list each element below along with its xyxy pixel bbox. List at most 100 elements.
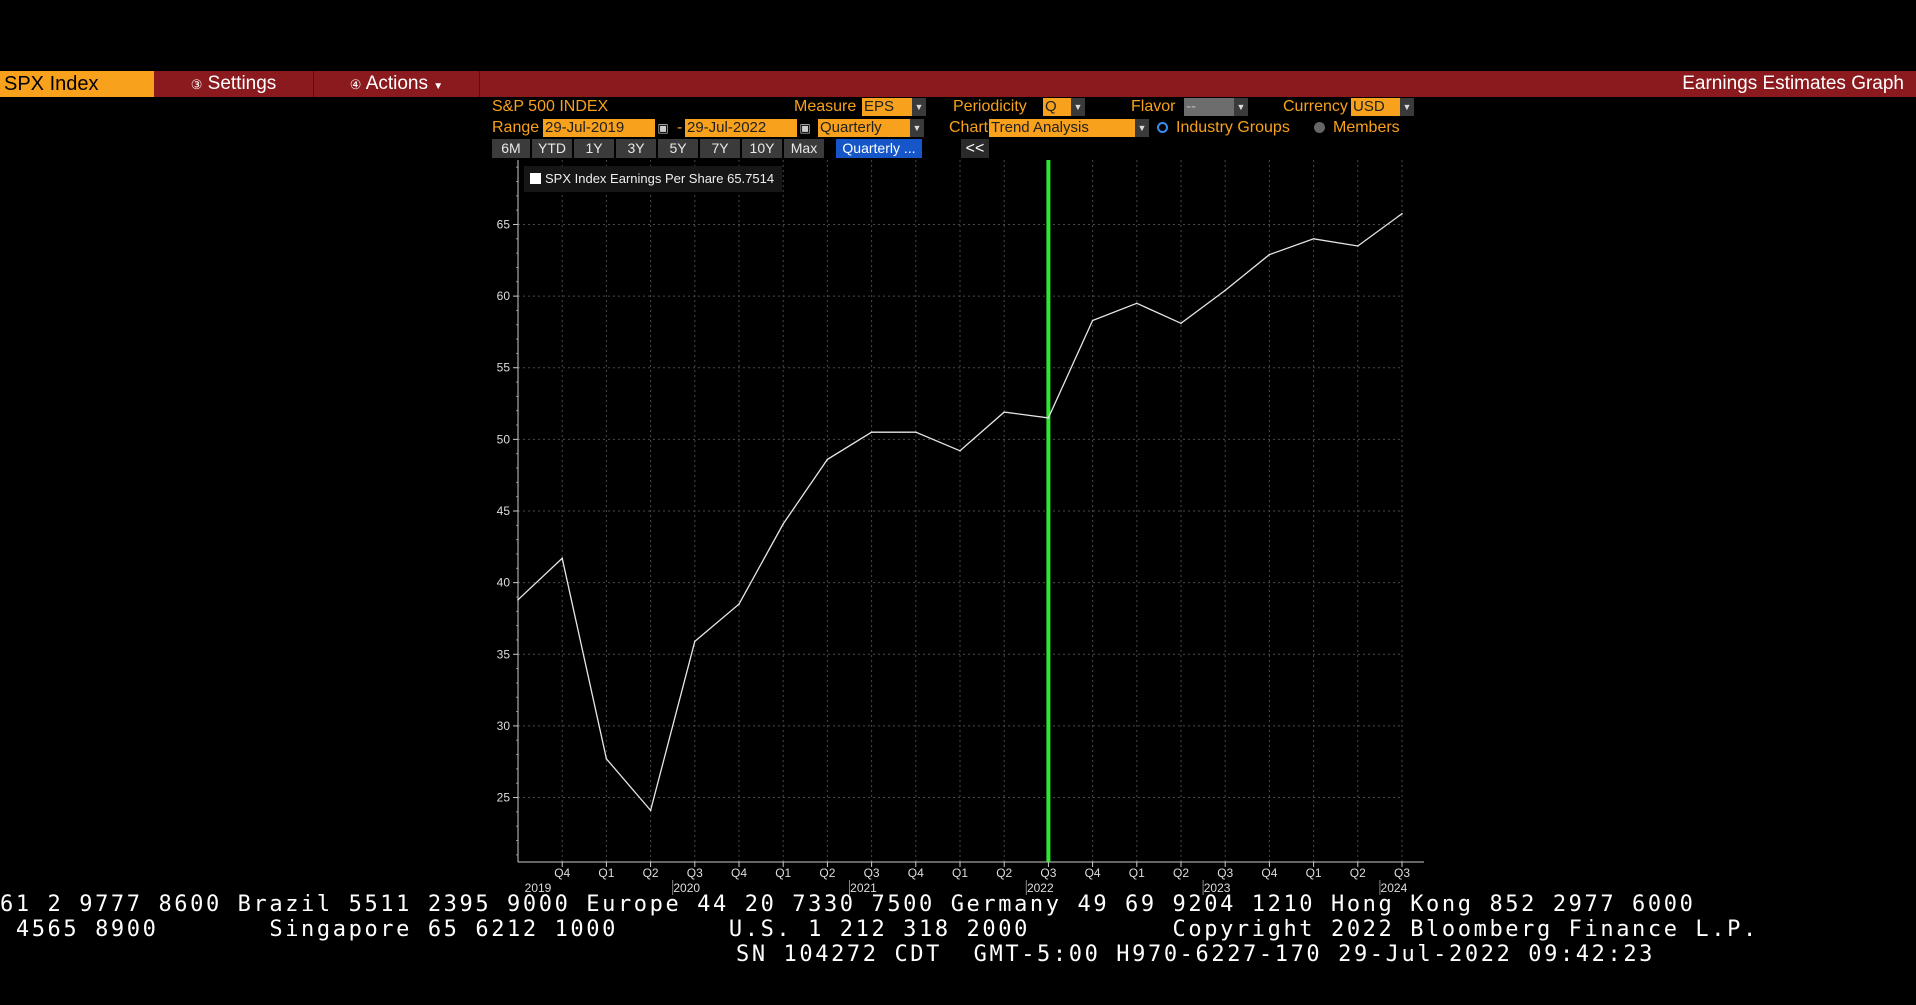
periodicity-field[interactable]: Q <box>1043 98 1077 116</box>
x-quarter-label: Q3 <box>1040 866 1056 880</box>
y-tick-label: 30 <box>497 719 511 733</box>
eps-data-point <box>1312 237 1315 240</box>
footer-contacts-line1: 61 2 9777 8600 Brazil 5511 2395 9000 Eur… <box>0 892 1696 917</box>
settings-hotkey-icon: ③ <box>190 77 203 92</box>
range-button-7y[interactable]: 7Y <box>700 139 740 158</box>
measure-field[interactable]: EPS <box>862 98 918 116</box>
chart-grid <box>518 160 1403 862</box>
security-name: S&P 500 INDEX <box>492 98 609 115</box>
range-button-1y[interactable]: 1Y <box>574 139 614 158</box>
x-quarter-label: Q4 <box>1261 866 1277 880</box>
x-quarter-label: Q2 <box>643 866 659 880</box>
y-tick-label: 35 <box>497 647 511 661</box>
chevron-down-icon: ▼ <box>433 81 444 92</box>
flavor-dropdown-icon[interactable]: ▼ <box>1234 98 1248 116</box>
x-quarter-label: Q4 <box>1085 866 1101 880</box>
footer-session-line: SN 104272 CDT GMT-5:00 H970-6227-170 29-… <box>736 942 1656 967</box>
range-label: Range <box>492 119 540 136</box>
calendar-icon[interactable]: ▣ <box>799 121 811 135</box>
eps-data-point <box>649 809 652 812</box>
eps-data-point <box>1136 302 1138 305</box>
legend-label: SPX Index Earnings Per Share 65.7514 <box>545 171 775 186</box>
x-year-label: 2022 <box>1027 881 1054 895</box>
x-year-label: 2019 <box>525 881 552 895</box>
eps-data-point <box>517 599 519 601</box>
eps-data-point <box>1180 322 1182 325</box>
x-year-label: 2023 <box>1204 881 1231 895</box>
x-quarter-label: Q3 <box>1217 866 1233 880</box>
frequency-field[interactable]: Quarterly <box>818 119 910 137</box>
x-quarter-label: Q4 <box>731 866 747 880</box>
range-button-max[interactable]: Max <box>784 139 824 158</box>
chart-legend: SPX Index Earnings Per Share 65.7514 <box>524 166 783 192</box>
y-tick-label: 65 <box>497 217 511 231</box>
x-quarter-label: Q1 <box>952 866 968 880</box>
x-quarter-label: Q4 <box>908 866 924 880</box>
currency-dropdown-icon[interactable]: ▼ <box>1400 98 1414 116</box>
y-tick-label: 55 <box>497 361 511 375</box>
ticker-field[interactable]: SPX Index <box>0 71 154 97</box>
x-quarter-label: Q2 <box>819 866 835 880</box>
chart-label: Chart <box>949 119 989 136</box>
x-year-label: 2024 <box>1381 881 1408 895</box>
flavor-field[interactable]: -- <box>1184 98 1234 116</box>
eps-data-point <box>826 458 829 461</box>
x-quarter-label: Q3 <box>1394 866 1410 880</box>
x-quarter-label: Q4 <box>554 866 570 880</box>
eps-data-point <box>694 640 696 643</box>
industry-groups-radio[interactable] <box>1157 122 1168 133</box>
range-start-field[interactable]: 29-Jul-2019 <box>543 119 655 137</box>
members-label: Members <box>1333 119 1400 136</box>
currency-label: Currency <box>1283 98 1348 115</box>
chart-axes: 25 30 35 40 45 50 55 60 65 Q4 Q1 Q2 Q3 Q4 Q1 Q2 Q3 Q4 Q1 Q2… <box>497 160 1424 895</box>
y-tick-label: 45 <box>497 504 511 518</box>
range-button-10y[interactable]: 10Y <box>742 139 782 158</box>
eps-data-point <box>738 603 740 605</box>
frequency-dropdown-icon[interactable]: ▼ <box>910 119 924 137</box>
periodicity-label: Periodicity <box>953 98 1027 115</box>
y-tick-label: 40 <box>497 576 511 590</box>
chart-marks <box>517 160 1403 862</box>
y-tick-label: 50 <box>497 432 511 446</box>
collapse-button[interactable]: << <box>961 139 989 158</box>
chart-type-field[interactable]: Trend Analysis <box>989 119 1135 137</box>
periodicity-dropdown-icon[interactable]: ▼ <box>1071 98 1085 116</box>
range-button-5y[interactable]: 5Y <box>658 139 698 158</box>
members-radio[interactable] <box>1314 122 1325 133</box>
range-button-ytd[interactable]: YTD <box>532 139 572 158</box>
x-quarter-label: Q1 <box>1129 866 1145 880</box>
x-quarter-label: Q3 <box>687 866 703 880</box>
page-title: Earnings Estimates Graph <box>1682 73 1904 94</box>
eps-data-point <box>1047 417 1050 419</box>
x-year-label: 2021 <box>850 881 877 895</box>
chart-type-dropdown-icon[interactable]: ▼ <box>1135 119 1149 137</box>
eps-data-point <box>959 450 961 452</box>
flavor-label: Flavor <box>1131 98 1176 115</box>
actions-hotkey-icon: ④ <box>349 77 362 92</box>
x-year-label: 2020 <box>673 881 700 895</box>
eps-data-point <box>1268 253 1271 256</box>
industry-groups-label: Industry Groups <box>1176 119 1290 136</box>
settings-button[interactable]: ③ Settings <box>154 71 314 97</box>
x-quarter-label: Q2 <box>1350 866 1366 880</box>
calendar-icon[interactable]: ▣ <box>657 121 669 135</box>
eps-data-point <box>1003 411 1005 413</box>
range-button-3y[interactable]: 3Y <box>616 139 656 158</box>
range-end-field[interactable]: 29-Jul-2022 <box>685 119 797 137</box>
measure-label: Measure <box>794 98 857 115</box>
eps-data-point <box>1401 212 1403 215</box>
footer-contacts-line2: 4565 8900 Singapore 65 6212 1000 U.S. 1 … <box>0 917 1759 942</box>
quarterly-button[interactable]: Quarterly ... <box>836 139 922 158</box>
eps-data-point <box>561 557 563 560</box>
top-toolbar: SPX Index ③ Settings ④ Actions ▼ Earning… <box>0 71 1916 97</box>
range-button-6m[interactable]: 6M <box>492 139 530 158</box>
x-quarter-label: Q1 <box>775 866 791 880</box>
measure-dropdown-icon[interactable]: ▼ <box>912 98 926 116</box>
currency-field[interactable]: USD <box>1351 98 1403 116</box>
range-dash: - <box>677 119 683 136</box>
x-quarter-label: Q1 <box>598 866 614 880</box>
x-quarter-label: Q3 <box>864 866 880 880</box>
eps-data-point <box>1357 245 1359 247</box>
actions-button[interactable]: ④ Actions ▼ <box>314 71 480 97</box>
